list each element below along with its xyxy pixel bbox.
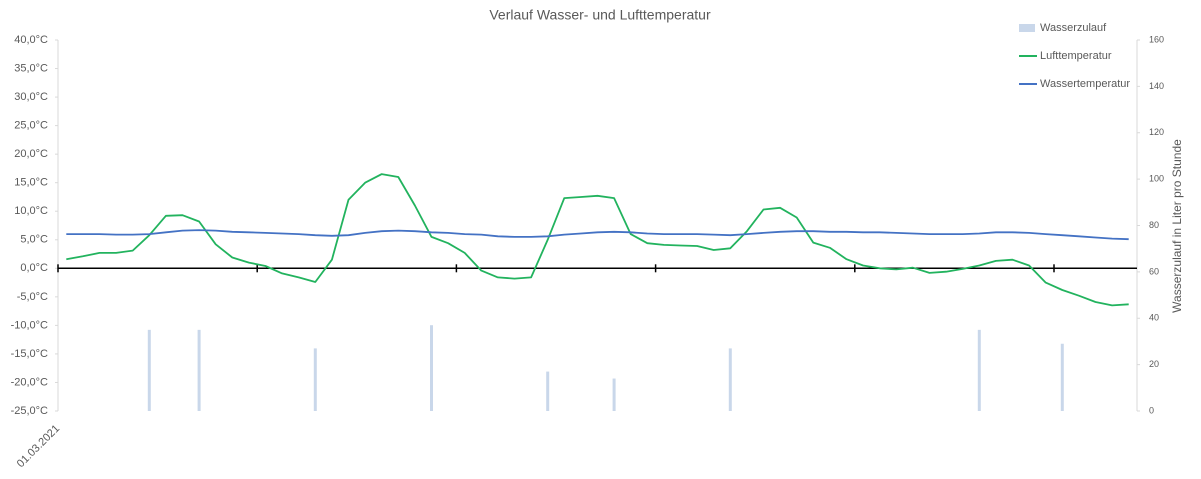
chart-title: Verlauf Wasser- und Lufttemperatur: [489, 7, 711, 23]
bar: [313, 348, 317, 411]
legend-label: Wassertemperatur: [1040, 78, 1130, 90]
y-tick-label: 40,0°C: [14, 34, 48, 46]
bar: [197, 329, 201, 411]
bar: [728, 348, 732, 411]
y2-tick-label: 0: [1149, 405, 1154, 415]
bar: [612, 378, 616, 411]
y-tick-label: -20,0°C: [11, 376, 48, 388]
y2-tick-label: 100: [1149, 174, 1164, 184]
bar: [147, 329, 151, 411]
y2-tick-label: 20: [1149, 359, 1159, 369]
y2-tick-label: 160: [1149, 34, 1164, 44]
y2-tick-label: 40: [1149, 313, 1159, 323]
y-tick-label: 35,0°C: [14, 62, 48, 74]
y-tick-label: -15,0°C: [11, 348, 48, 360]
legend-label: Wasserzulauf: [1040, 22, 1107, 34]
y-tick-label: 10,0°C: [14, 205, 48, 217]
y-tick-label: 30,0°C: [14, 91, 48, 103]
legend-swatch: [1019, 24, 1035, 32]
y-tick-label: -25,0°C: [11, 405, 48, 417]
bar: [546, 371, 550, 411]
line: [66, 229, 1129, 241]
y-tick-label: 25,0°C: [14, 120, 48, 132]
legend-label: Lufttemperatur: [1040, 50, 1112, 62]
y2-axis-label: Wasserzulauf in Liter pro Stunde: [1170, 139, 1184, 313]
line: [66, 173, 1129, 307]
y-tick-label: 5,0°C: [20, 234, 48, 246]
x-tick-label: 01.03.2021: [15, 423, 62, 470]
bar: [977, 329, 981, 411]
bar: [1060, 343, 1064, 411]
y2-tick-label: 140: [1149, 81, 1164, 91]
bar: [430, 325, 433, 411]
y-tick-label: 0,0°C: [20, 262, 48, 274]
y-tick-label: -10,0°C: [11, 319, 48, 331]
y2-tick-label: 60: [1149, 266, 1159, 276]
y-tick-label: 15,0°C: [14, 177, 48, 189]
y2-tick-label: 80: [1149, 220, 1159, 230]
y-tick-label: -5,0°C: [17, 291, 48, 303]
y-tick-label: 20,0°C: [14, 148, 48, 160]
y2-tick-label: 120: [1149, 127, 1164, 137]
